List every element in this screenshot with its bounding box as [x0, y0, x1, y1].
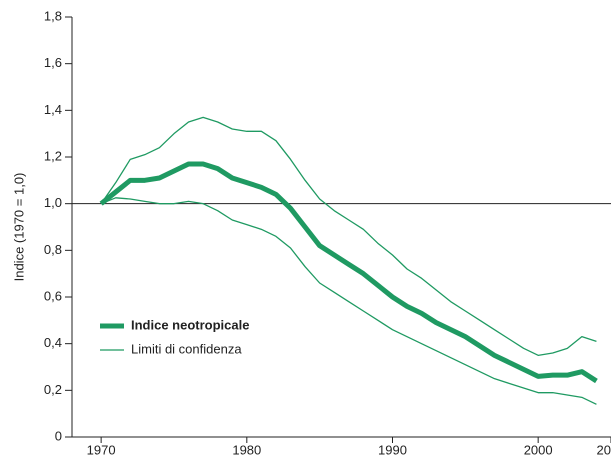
y-tick-label: 0,8: [44, 242, 62, 257]
x-tick-label: 1980: [232, 442, 261, 457]
y-tick-label: 1,8: [44, 8, 62, 23]
x-tick-label: 1990: [378, 442, 407, 457]
y-tick-label: 1,0: [44, 195, 62, 210]
y-axis-label: Indice (1970 = 1,0): [11, 173, 26, 282]
y-tick-label: 1,2: [44, 148, 62, 163]
x-tick-label: 1970: [87, 442, 116, 457]
legend-label: Limiti di confidenza: [131, 341, 242, 356]
y-tick-label: 1,6: [44, 55, 62, 70]
y-tick-label: 0,2: [44, 382, 62, 397]
legend-label: Indice neotropicale: [131, 317, 249, 332]
index-line: [99, 161, 598, 384]
y-tick-label: 0,6: [44, 288, 62, 303]
x-tick-label: 2000: [524, 442, 553, 457]
x-tick-label: 2005: [597, 442, 611, 457]
y-tick-label: 0: [55, 428, 62, 443]
y-tick-label: 0,4: [44, 335, 62, 350]
y-tick-label: 1,4: [44, 102, 62, 117]
confidence-upper: [100, 116, 597, 356]
confidence-lower: [100, 197, 597, 405]
